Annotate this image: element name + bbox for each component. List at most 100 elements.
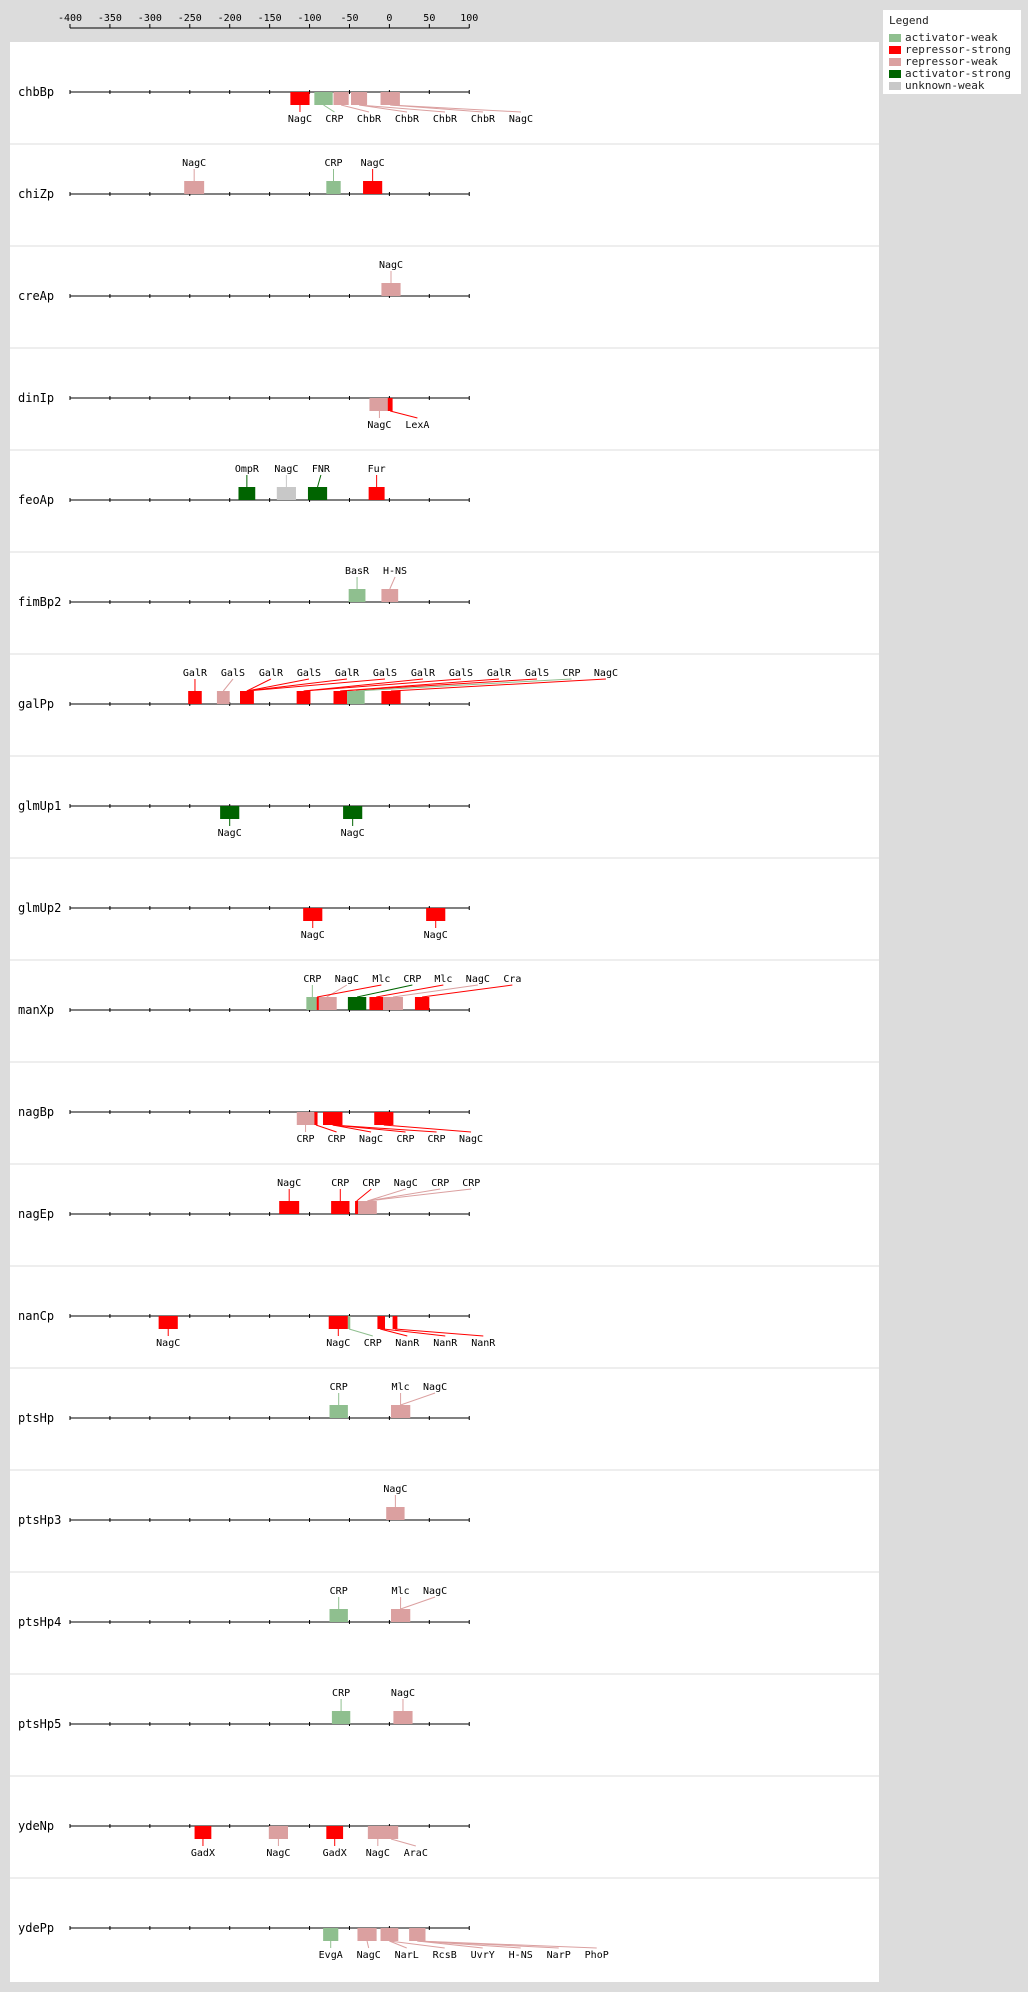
binding-site [348, 589, 366, 602]
legend-label: activator-weak [905, 31, 998, 44]
promoter-name: nanCp [18, 1309, 54, 1323]
site-connector [389, 576, 396, 590]
site-label: RcsB [433, 1950, 457, 1961]
binding-site [306, 997, 319, 1010]
promoter-name: ptsHp5 [18, 1717, 61, 1731]
site-connector [390, 1838, 416, 1847]
promoter-name: dinIp [18, 391, 54, 405]
promoter-name: galPp [18, 697, 54, 711]
binding-site [276, 487, 296, 500]
binding-site [329, 1405, 348, 1418]
promoter-row: ydeNp GadX NagC GadX NagC AraC [10, 1775, 879, 1859]
site-label: GalR [183, 668, 208, 679]
site-connector [355, 678, 572, 692]
site-label: EvgA [319, 1950, 343, 1961]
site-connector [390, 410, 418, 419]
binding-site [386, 1507, 405, 1520]
site-connector [348, 1328, 373, 1337]
main-panel [10, 42, 879, 1982]
axis-tick-label: -100 [298, 13, 322, 24]
site-label: ChbR [395, 114, 420, 125]
promoter-name: fimBp2 [18, 595, 61, 609]
site-label: GadX [323, 1848, 347, 1859]
binding-site [333, 92, 349, 105]
binding-site [393, 1711, 413, 1724]
site-label: NagC [423, 1586, 447, 1597]
promoter-name: nagEp [18, 1207, 54, 1221]
site-label: NagC [379, 260, 403, 271]
site-connector [390, 678, 606, 692]
site-connector [376, 984, 444, 998]
site-label: Mlc [392, 1382, 410, 1393]
binding-site [296, 691, 311, 704]
site-connector [400, 1392, 436, 1406]
promoter-name: ptsHp [18, 1411, 54, 1425]
site-connector [400, 1596, 436, 1610]
site-label: CRP [562, 668, 580, 679]
binding-site [220, 806, 240, 819]
binding-site [326, 1826, 344, 1839]
site-label: NagC [218, 828, 242, 839]
binding-site [314, 92, 333, 105]
binding-site [188, 691, 202, 704]
site-label: CRP [403, 974, 421, 985]
binding-site [296, 1112, 315, 1125]
site-connector [394, 1328, 484, 1337]
site-label: NagC [466, 974, 490, 985]
promoter-row: galPp GalR GalS GalR GalS GalR GalS GalR GalS Gal… [10, 653, 879, 711]
site-label: NagC [156, 1338, 180, 1349]
site-label: NagC [266, 1848, 290, 1859]
site-label: CRP [431, 1178, 449, 1189]
site-label: NagC [594, 668, 618, 679]
binding-site [369, 398, 390, 411]
site-label: NagC [326, 1338, 350, 1349]
binding-site [268, 1826, 288, 1839]
site-label: GalS [449, 668, 473, 679]
site-connector [392, 984, 478, 998]
promoter-row: ptsHp3 NagC [10, 1469, 879, 1527]
binding-site [331, 1711, 351, 1724]
site-connector [332, 1124, 437, 1133]
binding-site [303, 908, 323, 921]
site-label: GalS [297, 668, 321, 679]
legend-label: repressor-strong [905, 43, 1011, 56]
binding-site [368, 487, 385, 500]
binding-site [238, 487, 256, 500]
site-label: CRP [325, 114, 343, 125]
binding-site [328, 1316, 348, 1329]
site-label: NagC [335, 974, 359, 985]
binding-site [343, 806, 363, 819]
site-label: GalS [373, 668, 397, 679]
site-label: GalR [335, 668, 360, 679]
site-label: NagC [341, 828, 365, 839]
site-label: CRP [328, 1134, 346, 1145]
binding-site [380, 1928, 399, 1941]
site-label: NarL [395, 1950, 419, 1961]
site-label: NanR [395, 1338, 420, 1349]
binding-site [307, 487, 328, 500]
site-label: H-NS [509, 1950, 533, 1961]
promoter-name: feoAp [18, 493, 54, 507]
binding-site [323, 1928, 339, 1941]
site-label: Cra [503, 974, 521, 985]
axis-tick-label: -250 [178, 13, 202, 24]
binding-site [331, 1201, 350, 1214]
binding-site [347, 997, 367, 1010]
site-label: ChbR [357, 114, 382, 125]
site-connector [246, 678, 386, 692]
site-label: GalR [487, 668, 512, 679]
promoter-row: creAp NagC [10, 245, 879, 303]
promoter-row: manXp CRP NagC Mlc CRP Mlc NagC Cra [10, 959, 879, 1017]
site-connector [380, 1328, 408, 1337]
binding-site [158, 1316, 178, 1329]
site-connector [367, 1188, 406, 1202]
axis-tick-label: -350 [98, 13, 122, 24]
site-label: BasR [345, 566, 370, 577]
binding-site [383, 1316, 386, 1329]
promoter-name: ydeNp [18, 1819, 54, 1833]
promoter-row: nanCp NagC NagC CRP NanR NanR NanR [10, 1265, 879, 1349]
binding-site [216, 691, 230, 704]
site-label: CRP [303, 974, 321, 985]
promoter-row: feoAp OmpR NagC FNR Fur [10, 449, 879, 507]
promoter-row: chbBp NagC CRP ChbR ChbR ChbR ChbR NagC [18, 85, 533, 125]
